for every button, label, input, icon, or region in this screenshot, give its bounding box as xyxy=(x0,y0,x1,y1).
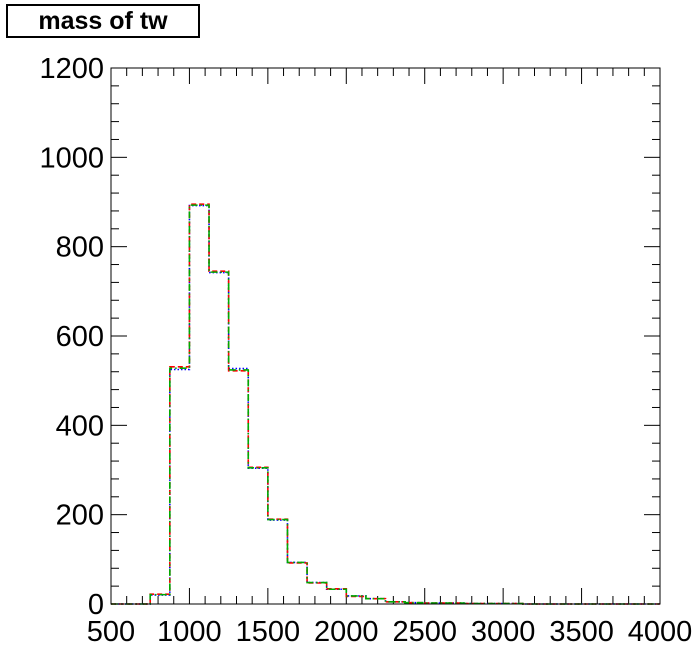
histogram-bin xyxy=(189,206,209,604)
histogram-bin xyxy=(307,583,327,604)
x-tick-label: 500 xyxy=(87,616,135,648)
y-tick-label: 1000 xyxy=(39,142,104,174)
histogram-bin xyxy=(307,583,327,604)
histogram-step-line xyxy=(111,204,660,605)
histogram-bin xyxy=(287,562,307,604)
histogram-bin xyxy=(229,371,249,604)
histogram-bin xyxy=(366,599,386,604)
histogram-step-line xyxy=(111,203,660,605)
histogram-step-line xyxy=(111,204,660,605)
x-tick-label: 4000 xyxy=(628,616,693,648)
histogram-bin xyxy=(229,370,249,604)
axis-ticks xyxy=(110,67,661,605)
histogram-series-2 xyxy=(111,204,660,605)
histogram-bin xyxy=(170,370,190,605)
histogram-bin xyxy=(287,563,307,604)
plot-frame xyxy=(110,67,661,605)
y-tick-label: 800 xyxy=(56,232,104,264)
y-tick-label: 600 xyxy=(56,321,104,353)
histogram-bin xyxy=(287,562,307,604)
chart-title: mass of tw xyxy=(6,4,200,38)
y-tick-label: 200 xyxy=(56,500,104,532)
histogram-series xyxy=(111,203,660,605)
x-tick-label: 2500 xyxy=(392,616,457,648)
histogram-bin xyxy=(366,599,386,604)
histogram-bin xyxy=(248,468,268,604)
histogram-bin xyxy=(209,271,229,604)
tick-labels: 500 1000 1500 2000 2500 3000 3500 4000 0 200 400 60… xyxy=(39,53,692,648)
x-tick-label: 3000 xyxy=(471,616,536,648)
histogram-bin xyxy=(268,520,288,604)
y-tick-label: 1200 xyxy=(39,53,104,85)
y-tick-label: 400 xyxy=(56,410,104,442)
x-tick-label: 2000 xyxy=(314,616,379,648)
histogram-series-0 xyxy=(111,204,660,605)
histogram-bin xyxy=(229,369,249,604)
histogram-bin xyxy=(268,520,288,604)
histogram-bin xyxy=(170,368,190,604)
histogram-bin xyxy=(209,272,229,604)
histogram-bin xyxy=(327,589,347,604)
x-tick-label: 1500 xyxy=(236,616,301,648)
histogram-bin xyxy=(327,589,347,604)
histogram-bin xyxy=(248,467,268,604)
histogram-bin xyxy=(307,583,327,604)
histogram-bin xyxy=(189,204,209,604)
x-tick-label: 1000 xyxy=(157,616,222,648)
histogram-bin xyxy=(189,205,209,604)
histogram-bin xyxy=(150,595,170,604)
y-tick-label: 0 xyxy=(88,589,104,621)
histogram-bin xyxy=(268,519,288,604)
histogram-bin xyxy=(327,589,347,604)
x-tick-label: 3500 xyxy=(549,616,614,648)
histogram-bin xyxy=(366,599,386,604)
histogram-bin xyxy=(248,468,268,604)
histogram-series-1 xyxy=(111,203,660,605)
histogram-bin xyxy=(346,596,366,604)
histogram-bin xyxy=(150,595,170,604)
histogram-bin xyxy=(209,273,229,604)
histogram-bin xyxy=(170,367,190,604)
histogram-bin xyxy=(150,594,170,604)
